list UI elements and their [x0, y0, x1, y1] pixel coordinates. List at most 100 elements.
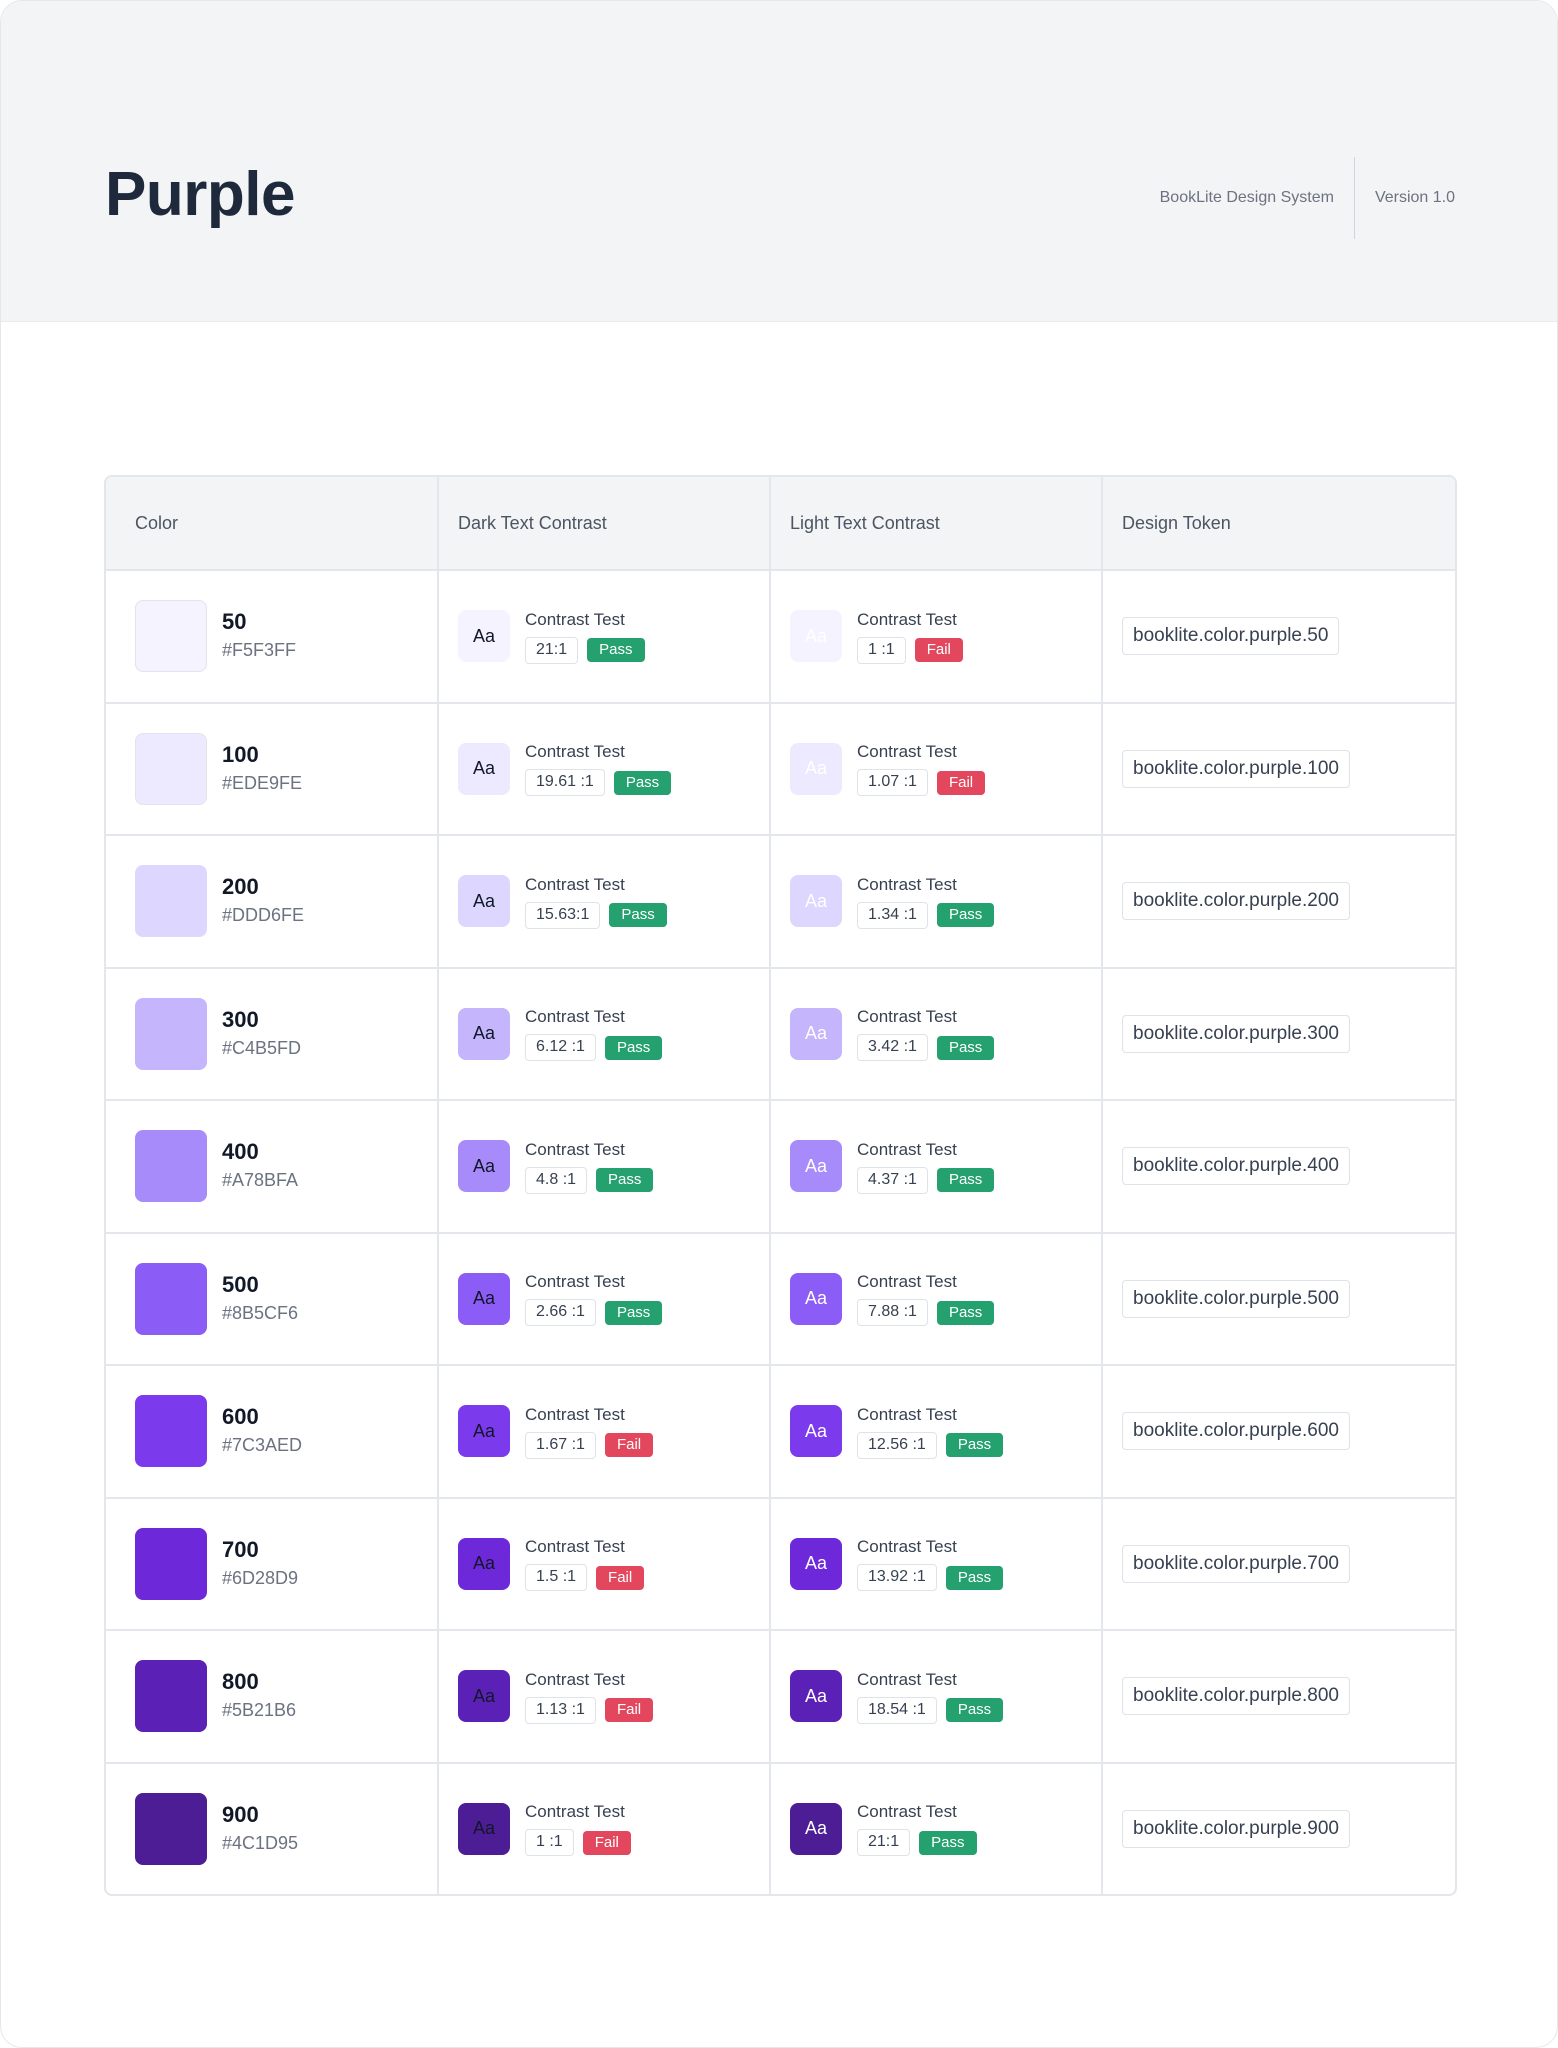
color-cell: 400 #A78BFA	[106, 1101, 437, 1232]
contrast-ratio: 7.88 :1	[857, 1299, 928, 1327]
contrast-test-label: Contrast Test	[525, 1669, 625, 1689]
contrast-test: Contrast Test 7.88 :1 Pass	[857, 1271, 995, 1327]
contrast-result: 6.12 :1 Pass	[525, 1034, 663, 1062]
design-token: booklite.color.purple.100	[1122, 749, 1350, 788]
shade-hex: #8B5CF6	[222, 1302, 299, 1323]
contrast-test-label: Contrast Test	[857, 742, 957, 762]
table-header-row: Color Dark Text Contrast Light Text Cont…	[106, 477, 1455, 569]
header-meta: BookLite Design System Version 1.0	[1160, 157, 1455, 239]
color-cell: 300 #C4B5FD	[106, 969, 437, 1100]
design-token-cell: booklite.color.purple.200	[1101, 836, 1455, 967]
aa-preview-dark: Aa	[458, 610, 510, 663]
result-badge: Pass	[945, 1698, 1004, 1723]
contrast-test-label: Contrast Test	[857, 1272, 957, 1292]
dark-contrast-cell: Aa Contrast Test 21:1 Pass	[437, 571, 769, 702]
color-swatch	[135, 865, 207, 938]
contrast-ratio: 21:1	[857, 1829, 911, 1857]
column-header-light-contrast: Light Text Contrast	[769, 477, 1101, 569]
contrast-test-label: Contrast Test	[857, 1007, 957, 1027]
light-contrast-cell: Aa Contrast Test 7.88 :1 Pass	[769, 1233, 1101, 1364]
table-row: 50 #F5F3FF Aa Contrast Test 21:1 Pass Aa Contra…	[106, 569, 1455, 702]
aa-preview-light: Aa	[790, 1670, 842, 1723]
design-token-cell: booklite.color.purple.700	[1101, 1498, 1455, 1629]
shade-name: 700	[222, 1536, 259, 1562]
contrast-result: 21:1 Pass	[525, 636, 645, 664]
page-title: Purple	[105, 160, 295, 229]
shade-name: 600	[222, 1404, 259, 1430]
shade-hex: #DDD6FE	[222, 905, 305, 926]
result-badge: Pass	[604, 1035, 663, 1060]
contrast-result: 4.37 :1 Pass	[857, 1166, 995, 1194]
contrast-result: 12.56 :1 Pass	[857, 1431, 1004, 1459]
contrast-test-label: Contrast Test	[525, 1404, 625, 1424]
color-swatch	[135, 997, 207, 1070]
color-cell: 800 #5B21B6	[106, 1631, 437, 1762]
shade-name: 50	[222, 609, 247, 635]
dark-contrast-cell: Aa Contrast Test 1.5 :1 Fail	[437, 1498, 769, 1629]
color-swatch	[135, 1130, 207, 1203]
contrast-result: 2.66 :1 Pass	[525, 1299, 663, 1327]
column-header-color: Color	[135, 512, 179, 533]
column-header-design-token: Design Token	[1101, 477, 1455, 569]
shade-name: 400	[222, 1139, 259, 1165]
light-contrast-cell: Aa Contrast Test 4.37 :1 Pass	[769, 1101, 1101, 1232]
result-badge: Fail	[914, 638, 963, 663]
shade-name: 800	[222, 1669, 259, 1695]
version-label: Version 1.0	[1374, 189, 1455, 206]
contrast-ratio: 1.13 :1	[525, 1696, 596, 1724]
table-row: 400 #A78BFA Aa Contrast Test 4.8 :1 Pass Aa Con…	[106, 1099, 1455, 1232]
shade-info: 50 #F5F3FF	[222, 608, 296, 664]
contrast-test: Contrast Test 21:1 Pass	[525, 609, 645, 664]
result-badge: Pass	[613, 770, 672, 795]
aa-preview-dark: Aa	[458, 875, 510, 928]
contrast-test-label: Contrast Test	[525, 1272, 625, 1292]
contrast-result: 1.67 :1 Fail	[525, 1431, 654, 1459]
design-token: booklite.color.purple.900	[1122, 1809, 1350, 1848]
contrast-ratio: 1 :1	[525, 1829, 574, 1857]
contrast-test-label: Contrast Test	[857, 874, 957, 894]
table-row: 600 #7C3AED Aa Contrast Test 1.67 :1 Fail Aa Co…	[106, 1364, 1455, 1497]
contrast-ratio: 19.61 :1	[525, 769, 605, 797]
design-token: booklite.color.purple.300	[1122, 1014, 1350, 1053]
aa-preview-light: Aa	[790, 610, 842, 663]
contrast-test: Contrast Test 19.61 :1 Pass	[525, 741, 672, 797]
result-badge: Pass	[596, 1168, 654, 1193]
contrast-test: Contrast Test 15.63:1 Pass	[525, 874, 667, 929]
contrast-test-label: Contrast Test	[857, 1537, 957, 1557]
result-badge: Pass	[936, 1300, 995, 1325]
result-badge: Pass	[936, 1168, 995, 1193]
shade-info: 900 #4C1D95	[222, 1801, 298, 1857]
contrast-test: Contrast Test 4.8 :1 Pass	[525, 1139, 654, 1194]
contrast-test-label: Contrast Test	[857, 1139, 957, 1159]
contrast-test-label: Contrast Test	[525, 1139, 625, 1159]
design-token: booklite.color.purple.600	[1122, 1412, 1350, 1451]
contrast-ratio: 3.42 :1	[857, 1034, 928, 1062]
color-swatch	[135, 1660, 207, 1733]
aa-preview-dark: Aa	[458, 1670, 510, 1723]
dark-contrast-cell: Aa Contrast Test 1.67 :1 Fail	[437, 1366, 769, 1497]
design-token-cell: booklite.color.purple.500	[1101, 1233, 1455, 1364]
contrast-test-label: Contrast Test	[857, 1802, 957, 1822]
design-token-cell: booklite.color.purple.300	[1101, 968, 1455, 1099]
shade-hex: #7C3AED	[222, 1435, 303, 1456]
shade-info: 300 #C4B5FD	[222, 1006, 301, 1062]
shade-hex: #6D28D9	[222, 1567, 299, 1588]
table-row: 500 #8B5CF6 Aa Contrast Test 2.66 :1 Pass Aa Co…	[106, 1231, 1455, 1364]
shade-info: 400 #A78BFA	[222, 1138, 298, 1194]
contrast-result: 1 :1 Fail	[857, 636, 963, 664]
design-token: booklite.color.purple.200	[1122, 882, 1350, 921]
color-swatch	[135, 1262, 207, 1335]
design-token-cell: booklite.color.purple.900	[1101, 1763, 1455, 1894]
design-token-cell: booklite.color.purple.100	[1101, 703, 1455, 834]
shade-name: 300	[222, 1006, 259, 1032]
contrast-ratio: 4.37 :1	[857, 1166, 928, 1194]
result-badge: Pass	[587, 638, 645, 663]
contrast-test: Contrast Test 6.12 :1 Pass	[525, 1006, 663, 1062]
aa-preview-dark: Aa	[458, 742, 510, 795]
contrast-test: Contrast Test 4.37 :1 Pass	[857, 1139, 995, 1194]
table-row: 200 #DDD6FE Aa Contrast Test 15.63:1 Pass Aa Co…	[106, 834, 1455, 967]
design-token: booklite.color.purple.50	[1122, 617, 1340, 656]
color-swatch	[135, 600, 207, 673]
result-badge: Fail	[582, 1830, 631, 1855]
contrast-result: 1.5 :1 Fail	[525, 1564, 645, 1592]
